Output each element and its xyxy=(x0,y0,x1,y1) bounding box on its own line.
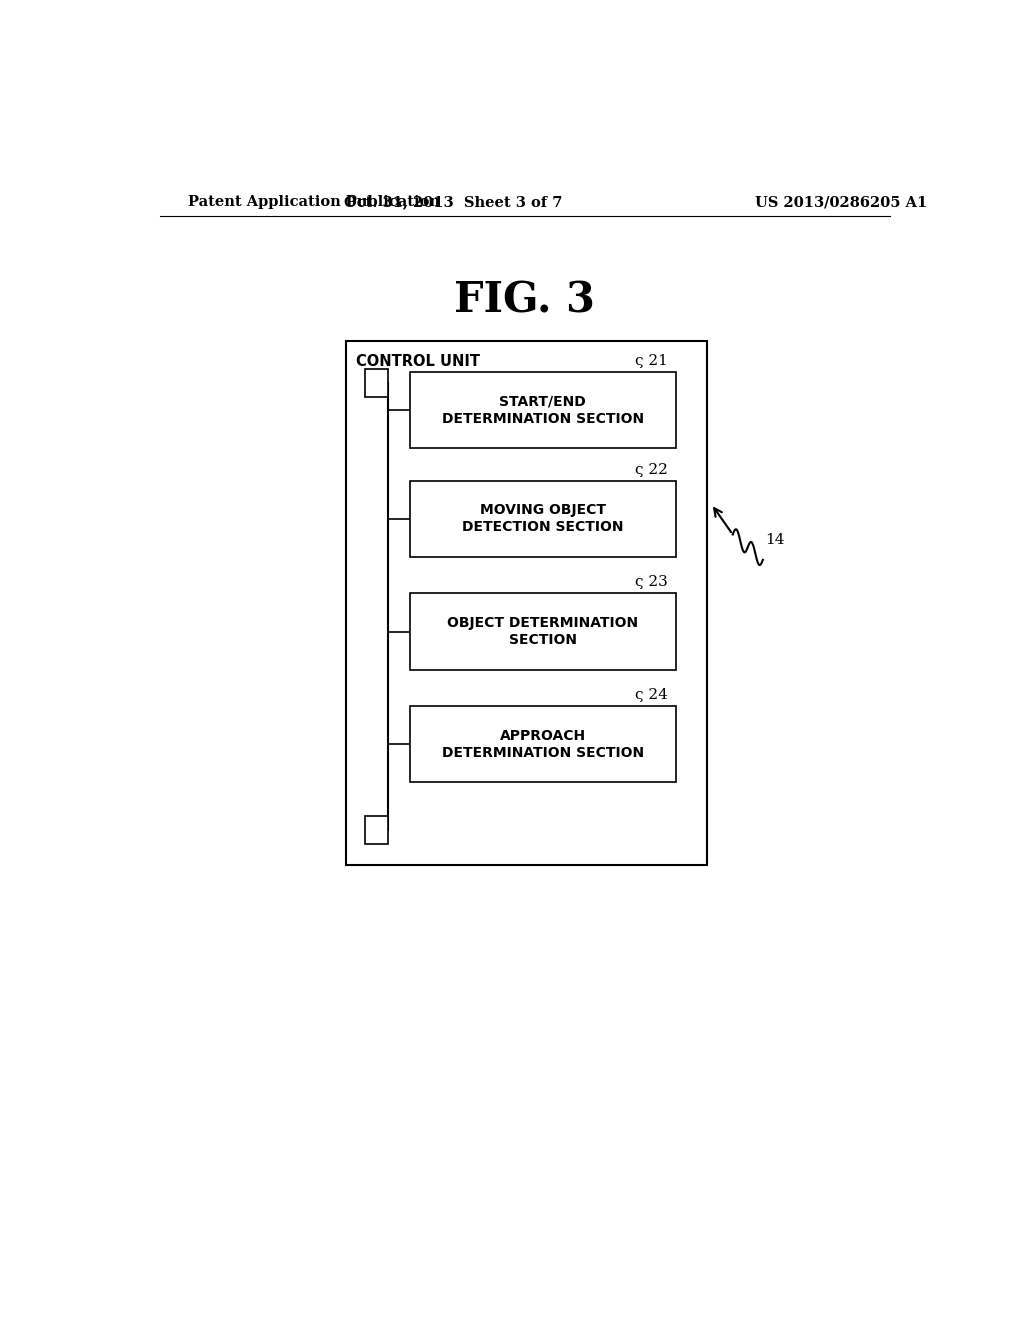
Text: MOVING OBJECT
DETECTION SECTION: MOVING OBJECT DETECTION SECTION xyxy=(462,503,624,535)
Text: Oct. 31, 2013  Sheet 3 of 7: Oct. 31, 2013 Sheet 3 of 7 xyxy=(344,195,562,209)
Text: OBJECT DETERMINATION
SECTION: OBJECT DETERMINATION SECTION xyxy=(447,616,638,647)
Bar xyxy=(346,342,708,865)
Text: 14: 14 xyxy=(765,532,784,546)
Text: US 2013/0286205 A1: US 2013/0286205 A1 xyxy=(755,195,927,209)
Bar xyxy=(410,594,676,669)
Text: FIG. 3: FIG. 3 xyxy=(455,280,595,322)
Bar xyxy=(410,706,676,783)
Bar xyxy=(410,480,676,557)
Text: ς 22: ς 22 xyxy=(635,462,668,477)
Text: ς 23: ς 23 xyxy=(635,576,668,589)
Bar xyxy=(410,372,676,447)
Text: ς 21: ς 21 xyxy=(635,354,668,368)
Text: APPROACH
DETERMINATION SECTION: APPROACH DETERMINATION SECTION xyxy=(441,729,644,760)
Text: START/END
DETERMINATION SECTION: START/END DETERMINATION SECTION xyxy=(441,395,644,425)
Bar xyxy=(366,816,387,845)
Bar xyxy=(366,368,387,397)
Text: CONTROL UNIT: CONTROL UNIT xyxy=(355,354,480,368)
Text: Patent Application Publication: Patent Application Publication xyxy=(187,195,439,209)
Text: ς 24: ς 24 xyxy=(635,688,668,702)
